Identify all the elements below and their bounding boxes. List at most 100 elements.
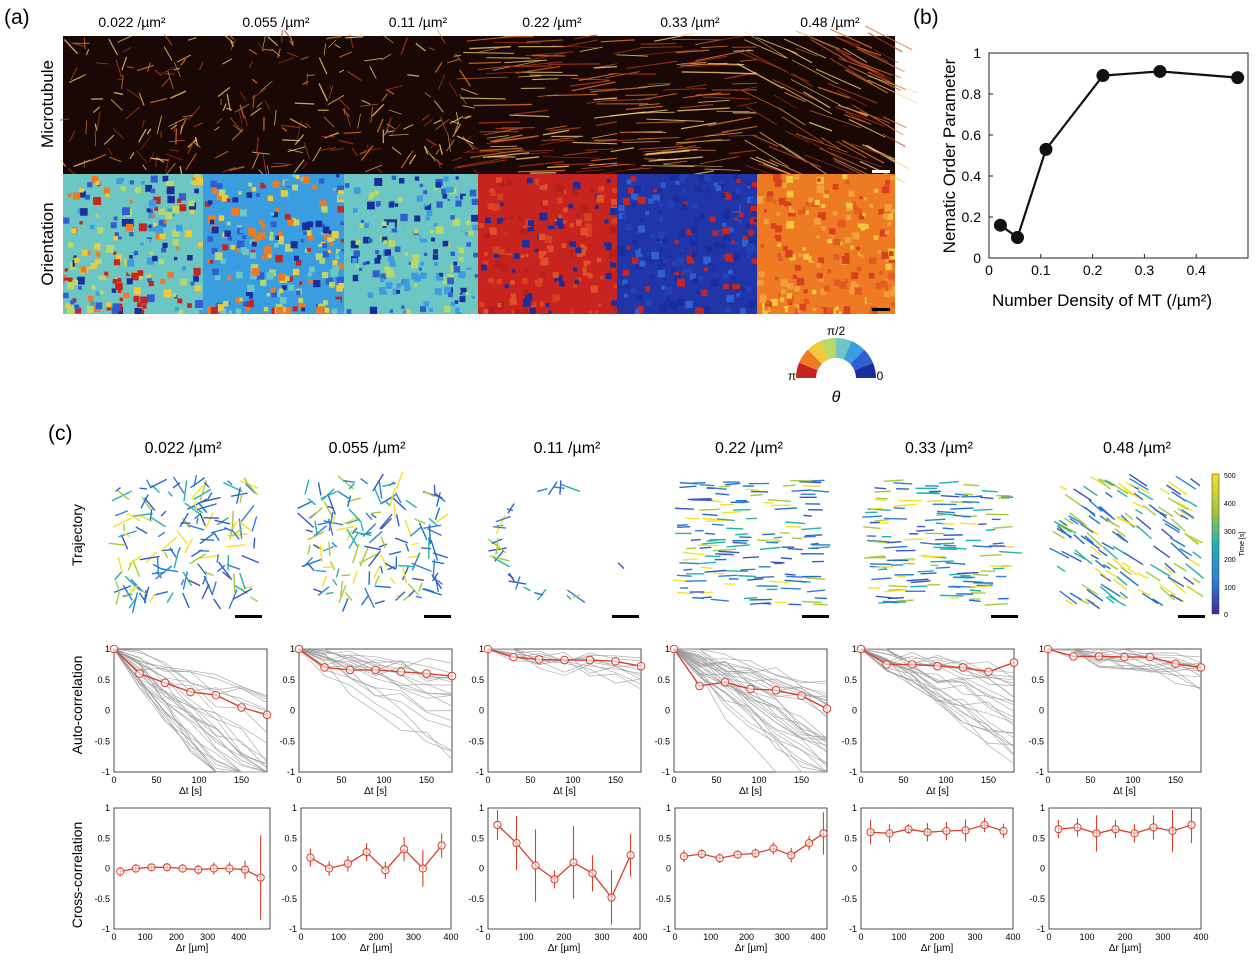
autocorr-point: [262, 710, 272, 720]
x-tick-label: 200: [368, 932, 383, 942]
crosscorr-point: [225, 864, 234, 873]
microtubule-images: [59, 25, 919, 188]
x-tick-label: 400: [811, 932, 826, 942]
orientation-map: [344, 174, 478, 314]
autocorr-point: [345, 665, 355, 675]
x-tick-label: 0: [1046, 932, 1051, 942]
autocorr-trace: [1047, 648, 1202, 672]
autocorr-point: [109, 644, 119, 654]
autocorr-point: [856, 644, 866, 654]
crosscorr-axes: [1048, 807, 1202, 930]
autocorr-point: [396, 667, 406, 677]
autocorr-trace: [298, 648, 453, 752]
autocorr-point: [585, 655, 595, 665]
autocorr-point: [933, 661, 942, 671]
autocorr-axes: [860, 648, 1015, 773]
x-tick-label: 400: [1005, 932, 1020, 942]
crosscorr-point: [178, 864, 187, 873]
autocorr-point: [611, 657, 620, 666]
row-label-trajectory: Trajectory: [69, 504, 85, 566]
autocorr-point: [237, 703, 246, 712]
autocorr-point: [483, 644, 493, 654]
panel-b-line: [999, 70, 1238, 240]
crosscorr-point: [147, 863, 156, 872]
row-label-autocorr: Auto-correlation: [69, 656, 85, 755]
x-tick-label: 0.1: [1031, 262, 1051, 278]
autocorr-axes: [1047, 648, 1202, 773]
crosscorr-point: [1111, 825, 1120, 834]
scale-bar: [802, 615, 829, 618]
x-tick-label: 100: [938, 775, 953, 785]
x-tick-label: 0: [296, 775, 301, 785]
y-tick-label: 0.5: [657, 675, 670, 685]
y-tick-label: 0: [479, 706, 484, 716]
autocorr-point: [447, 671, 457, 681]
y-tick-label: -0.5: [654, 736, 670, 746]
crosscorr-point: [819, 829, 828, 838]
microtubule-image: [736, 25, 919, 188]
x-tick-label: 100: [1079, 932, 1094, 942]
y-tick-label: -1: [287, 767, 295, 777]
crosscorr-point: [531, 861, 540, 870]
x-tick-label: 100: [565, 775, 580, 785]
scale-bar: [424, 615, 451, 618]
autocorr-trace: [673, 648, 828, 748]
y-tick-label: -1: [1037, 924, 1045, 934]
x-tick-label: 150: [1168, 775, 1183, 785]
x-tick-label: 300: [594, 932, 609, 942]
autocorr-point: [882, 660, 891, 669]
y-tick-label: 1: [852, 644, 857, 654]
row-label-microtubule: Microtubule: [38, 60, 57, 148]
autocorr-trace: [860, 648, 1015, 724]
x-axis-label: Δr [µm]: [360, 943, 393, 954]
orientation-map: [757, 174, 895, 314]
time-tick: 200: [1224, 557, 1236, 564]
crosscorr-point: [1168, 826, 1177, 836]
y-tick-label: -1: [849, 767, 857, 777]
colorwheel-segment: [836, 338, 852, 360]
crosscorr-point: [1054, 825, 1063, 834]
autocorr-point: [1094, 652, 1104, 661]
autocorr-point: [669, 644, 679, 654]
time-colorbar-label: Time [s]: [1239, 532, 1246, 557]
autocorr-trace: [673, 648, 828, 741]
crosscorr-axes: [674, 807, 828, 930]
y-tick-label: -1: [849, 924, 857, 934]
density-header: 0.11 /µm²: [389, 14, 448, 30]
y-tick-label: 0: [852, 864, 857, 874]
x-tick-label: 400: [1193, 932, 1208, 942]
x-tick-label: 0: [858, 932, 863, 942]
crosscorr-point: [362, 848, 371, 857]
density-header: 0.022 /µm²: [98, 14, 166, 30]
panel-b-axes: [988, 52, 1249, 259]
x-tick-label: 0: [671, 775, 676, 785]
x-tick-label: 50: [151, 775, 161, 785]
autocorr-trace: [860, 648, 1015, 727]
crosscorr-point: [885, 829, 894, 838]
x-tick-label: 100: [518, 932, 533, 942]
time-colorbar-gradient: [1211, 473, 1220, 615]
autocorr-trace: [673, 648, 828, 765]
crosscorr-point: [697, 849, 706, 859]
x-axis-label: Δr [µm]: [548, 943, 581, 954]
y-tick-label: -0.5: [94, 894, 110, 904]
crosscorr-point: [961, 826, 970, 835]
crosscorr-point: [240, 865, 250, 874]
colorwheel-top-label: π/2: [827, 324, 846, 338]
crosscorr-point: [679, 852, 689, 861]
orientation-map: [63, 174, 203, 314]
autocorr-trace: [113, 648, 268, 773]
autocorr-trace: [113, 648, 268, 773]
time-colorbar: 500 400 300 200 100 0 Time [s]: [1211, 473, 1246, 619]
time-tick: 100: [1224, 585, 1236, 592]
crosscorr-point: [162, 863, 172, 872]
y-tick-label: 0.8: [962, 86, 982, 102]
